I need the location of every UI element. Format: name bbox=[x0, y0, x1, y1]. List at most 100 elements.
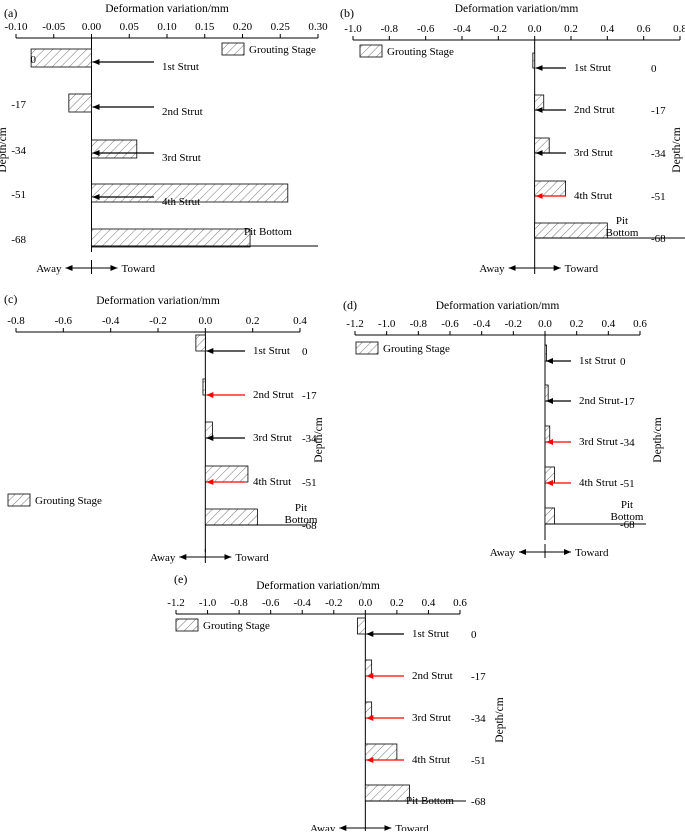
x-tick-label: 0.4 bbox=[293, 315, 307, 327]
strut-label: 3rd Strut bbox=[574, 147, 613, 159]
strut-label: 2nd Strut bbox=[579, 395, 620, 407]
away-label: Away bbox=[479, 263, 505, 275]
strut-label: 2nd Strut bbox=[574, 104, 615, 116]
away-label: Away bbox=[490, 547, 516, 559]
x-tick-label: 0.2 bbox=[246, 315, 260, 327]
x-tick-label: 0.6 bbox=[633, 318, 647, 330]
depth-label: -68 bbox=[302, 520, 317, 532]
depth-label: -34 bbox=[302, 433, 317, 445]
bar-grouting bbox=[202, 378, 206, 396]
away-label: Away bbox=[310, 823, 336, 831]
toward-label: Toward bbox=[122, 263, 156, 275]
depth-label: 0 bbox=[302, 346, 308, 358]
x-tick-label: -0.2 bbox=[490, 23, 507, 35]
legend-swatch-grouting bbox=[355, 341, 379, 355]
x-tick-label: -1.2 bbox=[346, 318, 363, 330]
depth-label: -68 bbox=[11, 234, 26, 246]
x-axis-title: Deformation variation/mm bbox=[96, 295, 220, 307]
strut-label: 4th Strut bbox=[412, 754, 450, 766]
strut-label: 3rd Strut bbox=[162, 152, 201, 164]
x-tick-label: 0.6 bbox=[453, 597, 467, 609]
legend-grouting: Grouting Stage bbox=[387, 46, 454, 58]
x-tick-label: 0.25 bbox=[271, 21, 291, 33]
depth-label: -34 bbox=[11, 145, 26, 157]
toward-label: Toward bbox=[565, 263, 599, 275]
x-tick-label: 0.2 bbox=[570, 318, 584, 330]
x-tick-label: 0.2 bbox=[390, 597, 404, 609]
strut-label: Pit Bottom bbox=[406, 795, 454, 807]
legend-grouting: Grouting Stage bbox=[383, 343, 450, 355]
x-tick-label: 0.2 bbox=[564, 23, 578, 35]
depth-label: 0 bbox=[651, 63, 657, 75]
depth-label: -51 bbox=[471, 755, 486, 767]
depth-label: -34 bbox=[620, 437, 635, 449]
depth-label: 0 bbox=[31, 54, 37, 66]
bar-grouting bbox=[534, 222, 608, 239]
x-axis-title: Deformation variation/mm bbox=[455, 3, 579, 15]
bar-grouting bbox=[68, 93, 92, 113]
x-tick-label: -1.0 bbox=[199, 597, 217, 609]
depth-label: -68 bbox=[471, 796, 486, 808]
y-axis-title: Depth/cm bbox=[494, 697, 506, 742]
bar-grouting bbox=[544, 507, 555, 525]
toward-label: Toward bbox=[575, 547, 609, 559]
x-tick-label: 0.20 bbox=[233, 21, 253, 33]
bar-grouting bbox=[544, 466, 555, 484]
strut-label: Pit bbox=[295, 502, 307, 514]
depth-label: -17 bbox=[302, 390, 317, 402]
bar-grouting bbox=[204, 421, 213, 439]
x-tick-label: -0.6 bbox=[55, 315, 73, 327]
x-tick-label: -1.0 bbox=[378, 318, 396, 330]
legend-swatch-grouting bbox=[359, 44, 383, 58]
x-tick-label: -1.2 bbox=[167, 597, 184, 609]
bar-grouting bbox=[534, 94, 545, 111]
x-tick-label: -0.2 bbox=[325, 597, 342, 609]
legend-grouting: Grouting Stage bbox=[35, 495, 102, 507]
strut-label: 1st Strut bbox=[412, 628, 449, 640]
depth-label: -51 bbox=[620, 478, 635, 490]
x-tick-label: -0.8 bbox=[7, 315, 25, 327]
depth-label: -51 bbox=[11, 189, 26, 201]
bar-grouting bbox=[364, 659, 373, 677]
depth-label: -17 bbox=[651, 105, 666, 117]
x-tick-label: -0.6 bbox=[417, 23, 435, 35]
panel-d: (d) Deformation variation/mm -1.2 -1.0 -0.8 -… bbox=[343, 298, 664, 559]
x-tick-label: -0.10 bbox=[5, 21, 28, 33]
bar-grouting bbox=[544, 384, 549, 402]
x-tick-label: -0.2 bbox=[149, 315, 166, 327]
strut-label: Pit bbox=[621, 499, 633, 511]
toward-label: Toward bbox=[235, 552, 269, 564]
legend-grouting: Grouting Stage bbox=[249, 44, 316, 56]
x-tick-label: -0.8 bbox=[381, 23, 399, 35]
y-axis-title: Depth/cm bbox=[652, 417, 664, 462]
depth-label: -17 bbox=[620, 396, 635, 408]
strut-label: 1st Strut bbox=[574, 62, 611, 74]
x-tick-label: 0.0 bbox=[358, 597, 372, 609]
legend-swatch-grouting bbox=[7, 493, 31, 507]
bar-grouting bbox=[30, 48, 92, 68]
depth-label: -51 bbox=[302, 477, 317, 489]
x-tick-label: 0.6 bbox=[637, 23, 651, 35]
x-axis-title: Deformation variation/mm bbox=[256, 580, 380, 592]
bar-grouting bbox=[91, 139, 138, 159]
strut-label: 4th Strut bbox=[574, 190, 612, 202]
strut-label: Bottom bbox=[605, 227, 638, 239]
strut-label: 3rd Strut bbox=[412, 712, 451, 724]
x-tick-label: 0.4 bbox=[422, 597, 436, 609]
y-axis-title: Depth/cm bbox=[313, 417, 325, 462]
legend-swatch-grouting bbox=[175, 618, 199, 632]
bar-grouting bbox=[364, 701, 373, 719]
panel-e: (e) Deformation variation/mm -1.2 -1.0 -0.8 -… bbox=[167, 572, 506, 835]
x-tick-label: 0.4 bbox=[600, 23, 614, 35]
panel-letter: (c) bbox=[4, 292, 17, 306]
x-tick-label: 0.05 bbox=[120, 21, 140, 33]
x-tick-label: 0.15 bbox=[195, 21, 215, 33]
y-axis-title: Depth/cm bbox=[671, 127, 683, 172]
bar-grouting bbox=[364, 743, 398, 761]
strut-label: 2nd Strut bbox=[412, 670, 453, 682]
panel-letter: (d) bbox=[343, 298, 357, 312]
x-tick-label: -0.2 bbox=[505, 318, 522, 330]
strut-label: 2nd Strut bbox=[253, 389, 294, 401]
strut-label: Bottom bbox=[610, 511, 643, 523]
